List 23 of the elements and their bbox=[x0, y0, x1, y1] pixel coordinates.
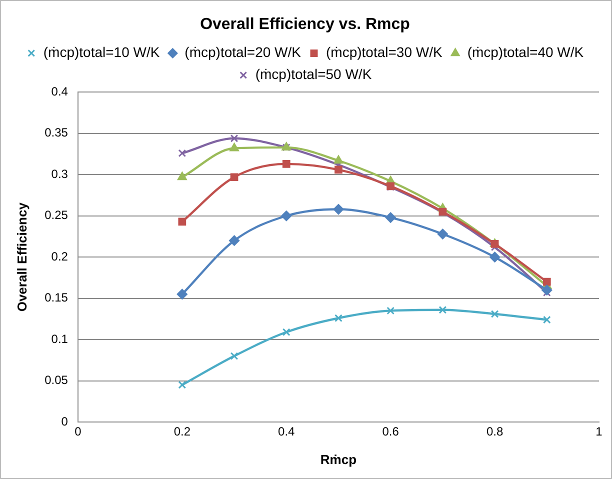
x-tick-label: 1 bbox=[596, 424, 603, 439]
x-tick-label: 0.2 bbox=[174, 424, 191, 439]
x-tick-label: 0 bbox=[74, 424, 82, 439]
x-tick-label: 0.4 bbox=[278, 424, 296, 439]
y-tick-label: 0.25 bbox=[44, 208, 68, 222]
y-tick-label: 0.15 bbox=[44, 290, 68, 305]
x-tick-label: 0.6 bbox=[382, 424, 400, 439]
x-tick-label: 0.8 bbox=[486, 424, 504, 439]
y-tick-label: 0.3 bbox=[51, 166, 68, 181]
x-axis-title: Rṁcp bbox=[320, 452, 357, 467]
legend-label: (ṁcp)total=30 W/K bbox=[326, 44, 443, 60]
legend-label: (ṁcp)total=40 W/K bbox=[467, 44, 584, 60]
y-tick-label: 0.2 bbox=[51, 249, 68, 264]
y-tick-label: 0.35 bbox=[44, 126, 68, 140]
legend-label: (ṁcp)total=20 W/K bbox=[184, 44, 302, 60]
y-tick-label: 0.1 bbox=[51, 332, 68, 346]
chart-title: Overall Efficiency vs. Rmcp bbox=[200, 16, 410, 34]
legend-label: (ṁcp)total=10 W/K bbox=[43, 44, 160, 60]
y-axis-title: Overall Efficiency bbox=[14, 202, 30, 312]
legend-label: (ṁcp)total=50 W/K bbox=[255, 66, 372, 82]
y-tick-label: 0.4 bbox=[51, 84, 68, 99]
y-tick-label: 0.05 bbox=[44, 373, 68, 388]
y-tick-label: 0 bbox=[61, 414, 68, 428]
